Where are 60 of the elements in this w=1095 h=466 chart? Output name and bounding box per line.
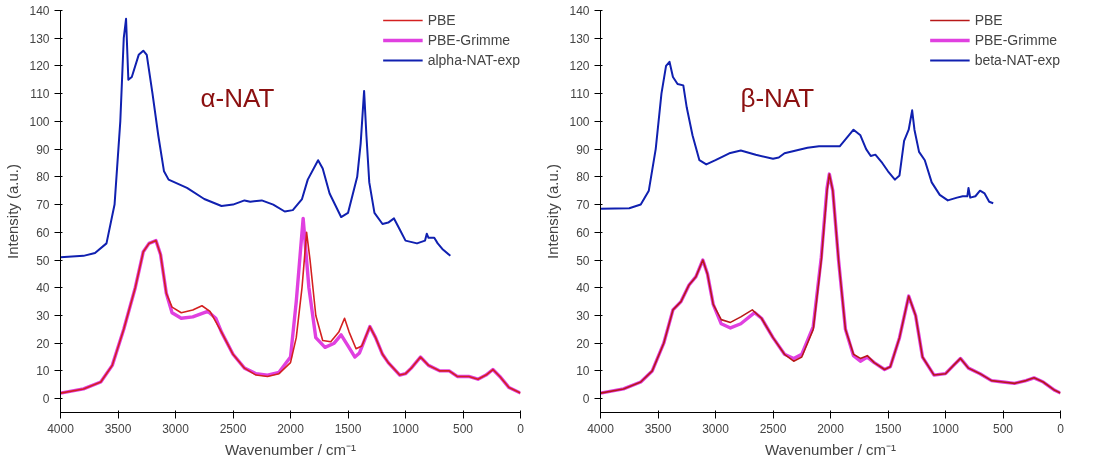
y-tick-label: 130: [29, 31, 50, 46]
legend-label: PBE: [974, 12, 1003, 28]
x-tick-label: 1500: [334, 421, 362, 436]
x-tick-label: 3500: [104, 421, 132, 436]
x-tick-label: 1000: [392, 421, 420, 436]
x-tick-label: 2000: [817, 421, 845, 436]
y-axis-title: Intensity (a.u.): [4, 163, 22, 260]
y-tick-label: 80: [576, 170, 590, 185]
x-axis-title: Wavenumber / cm⁻¹: [224, 440, 357, 458]
x-tick-label: 2500: [219, 421, 247, 436]
y-tick-label: 140: [29, 4, 50, 18]
x-tick-label: 3000: [162, 421, 190, 436]
y-axis-title: Intensity (a.u.): [544, 163, 562, 260]
y-tick-label: 120: [569, 59, 590, 74]
x-tick-label: 0: [517, 421, 525, 436]
x-axis-title: Wavenumber / cm⁻¹: [764, 440, 897, 458]
y-tick-label: 10: [576, 364, 590, 379]
legend-label: beta-NAT-exp: [974, 52, 1060, 68]
x-tick-label: 4000: [47, 421, 75, 436]
y-tick-label: 70: [576, 198, 590, 213]
x-tick-label: 3000: [702, 421, 730, 436]
y-tick-label: 10: [36, 364, 50, 379]
annotation: β-NAT: [740, 82, 815, 113]
y-tick-label: 130: [569, 31, 590, 46]
legend-label: PBE-Grimme: [974, 32, 1058, 48]
x-tick-label: 2500: [759, 421, 787, 436]
y-tick-label: 30: [36, 308, 50, 323]
y-tick-label: 20: [576, 336, 590, 351]
y-tick-label: 100: [29, 114, 50, 129]
y-tick-label: 50: [576, 253, 590, 268]
y-tick-label: 80: [36, 170, 50, 185]
y-tick-label: 110: [30, 87, 50, 102]
y-tick-label: 120: [29, 59, 50, 74]
y-tick-label: 140: [569, 4, 590, 18]
y-tick-label: 60: [36, 225, 50, 240]
annotation: α-NAT: [200, 82, 275, 113]
y-tick-label: 40: [36, 281, 50, 296]
legend-label: PBE: [427, 12, 456, 28]
y-tick-label: 40: [576, 281, 590, 296]
legend-label: alpha-NAT-exp: [427, 52, 520, 68]
y-tick-label: 60: [576, 225, 590, 240]
y-tick-label: 50: [36, 253, 50, 268]
y-tick-label: 0: [42, 392, 50, 407]
y-tick-label: 100: [569, 114, 590, 129]
x-tick-label: 1000: [932, 421, 960, 436]
x-tick-label: 0: [1057, 421, 1065, 436]
y-tick-label: 90: [576, 142, 590, 157]
x-tick-label: 500: [992, 421, 1014, 436]
x-tick-label: 4000: [587, 421, 615, 436]
legend-label: PBE-Grimme: [427, 32, 511, 48]
x-tick-label: 500: [452, 421, 474, 436]
y-tick-label: 110: [570, 87, 590, 102]
y-tick-label: 90: [36, 142, 50, 157]
x-tick-label: 2000: [277, 421, 305, 436]
y-tick-label: 30: [576, 308, 590, 323]
y-tick-label: 20: [36, 336, 50, 351]
x-tick-label: 1500: [874, 421, 902, 436]
x-tick-label: 3500: [644, 421, 672, 436]
y-tick-label: 0: [582, 392, 590, 407]
y-tick-label: 70: [36, 198, 50, 213]
